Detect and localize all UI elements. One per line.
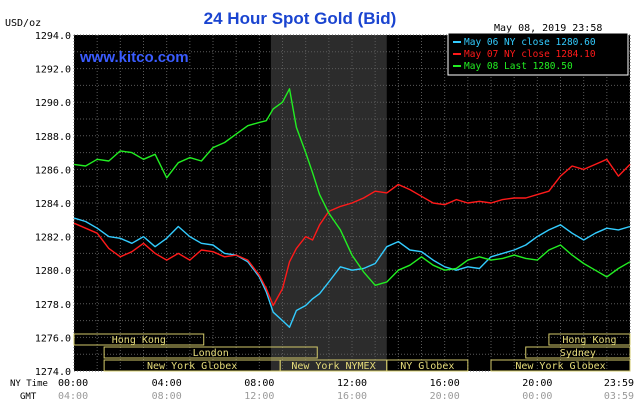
x-tick-label-ny: 08:00 (244, 378, 274, 389)
session-label: Sydney (560, 348, 596, 359)
session-bar: NY Globex (386, 359, 469, 372)
x-tick-label-gmt: 12:00 (244, 391, 274, 402)
x-tick-label-ny: 04:00 (152, 378, 182, 389)
session-box (490, 359, 631, 372)
y-tick-label: 1276.0 (35, 333, 71, 344)
session-bar: Hong Kong (73, 333, 205, 346)
session-box (525, 346, 631, 359)
legend-entry: May 06 NY close 1280.60 (464, 37, 596, 48)
y-tick-label: 1294.0 (35, 31, 71, 42)
y-tick-label: 1292.0 (35, 65, 71, 76)
session-box (103, 346, 318, 359)
session-bar: New York Globex (490, 359, 631, 372)
x-tick-label-ny: 12:00 (337, 378, 367, 389)
market-sessions: Hong Kong Hong Kong London Sydney New York G… (73, 333, 631, 372)
y-axis: 1274.0 1276.0 1278.0 1280.0 1282.0 1284.0 1286… (35, 31, 71, 378)
y-tick-label: 1288.0 (35, 132, 71, 143)
x-tick-label-gmt: 20:00 (430, 391, 460, 402)
session-bar: Hong Kong (548, 333, 631, 346)
session-box (73, 333, 205, 346)
x-tick-label-gmt: 16:00 (337, 391, 367, 402)
session-bar: New York NYMEX (279, 359, 388, 372)
y-tick-label: 1274.0 (35, 367, 71, 378)
unit-label: USD/oz (5, 18, 41, 29)
chart-title: 24 Hour Spot Gold (Bid) (204, 9, 397, 28)
legend-box (447, 32, 629, 76)
session-bar: Sydney (525, 346, 631, 359)
legend-entry: May 08 Last 1280.50 (464, 61, 573, 72)
session-label: New York NYMEX (291, 361, 375, 372)
y-tick-label: 1284.0 (35, 199, 71, 210)
y-tick-label: 1280.0 (35, 266, 71, 277)
y-tick-label: 1290.0 (35, 98, 71, 109)
timestamp: May 08, 2019 23:58 (494, 23, 602, 34)
session-label: Hong Kong (112, 335, 166, 346)
price-series (73, 88, 631, 328)
x-tick-label-gmt: 00:00 (522, 391, 552, 402)
session-label: NY Globex (400, 361, 454, 372)
x-tick-label-gmt: 03:59 (604, 391, 634, 402)
ny-time-label: NY Time (10, 379, 48, 389)
series-line-may-07 (73, 158, 631, 307)
x-tick-label-ny: 20:00 (522, 378, 552, 389)
session-label: Hong Kong (562, 335, 616, 346)
watermark: www.kitco.com (79, 49, 189, 66)
x-tick-label-gmt: 08:00 (152, 391, 182, 402)
session-label: New York Globex (515, 361, 605, 372)
x-axis: NY Time GMT 00:00 04:00 08:00 12:00 16:00 20:… (10, 378, 634, 402)
x-tick-label-gmt: 04:00 (58, 391, 88, 402)
grid-lines (73, 34, 631, 372)
series-line-may-06 (73, 217, 631, 328)
x-tick-label-ny: 00:00 (58, 378, 88, 389)
y-tick-label: 1282.0 (35, 233, 71, 244)
session-label: New York Globex (147, 361, 237, 372)
session-bar: London (103, 346, 318, 359)
session-box (548, 333, 631, 346)
y-tick-label: 1278.0 (35, 300, 71, 311)
legend-entry: May 07 NY close 1284.10 (464, 49, 596, 60)
session-label: London (193, 348, 229, 359)
session-box (386, 359, 469, 372)
y-tick-label: 1286.0 (35, 165, 71, 176)
gmt-label: GMT (20, 392, 37, 402)
series-line-may-08 (73, 88, 631, 286)
x-tick-label-ny: 16:00 (430, 378, 460, 389)
x-tick-label-ny: 23:59 (604, 378, 634, 389)
